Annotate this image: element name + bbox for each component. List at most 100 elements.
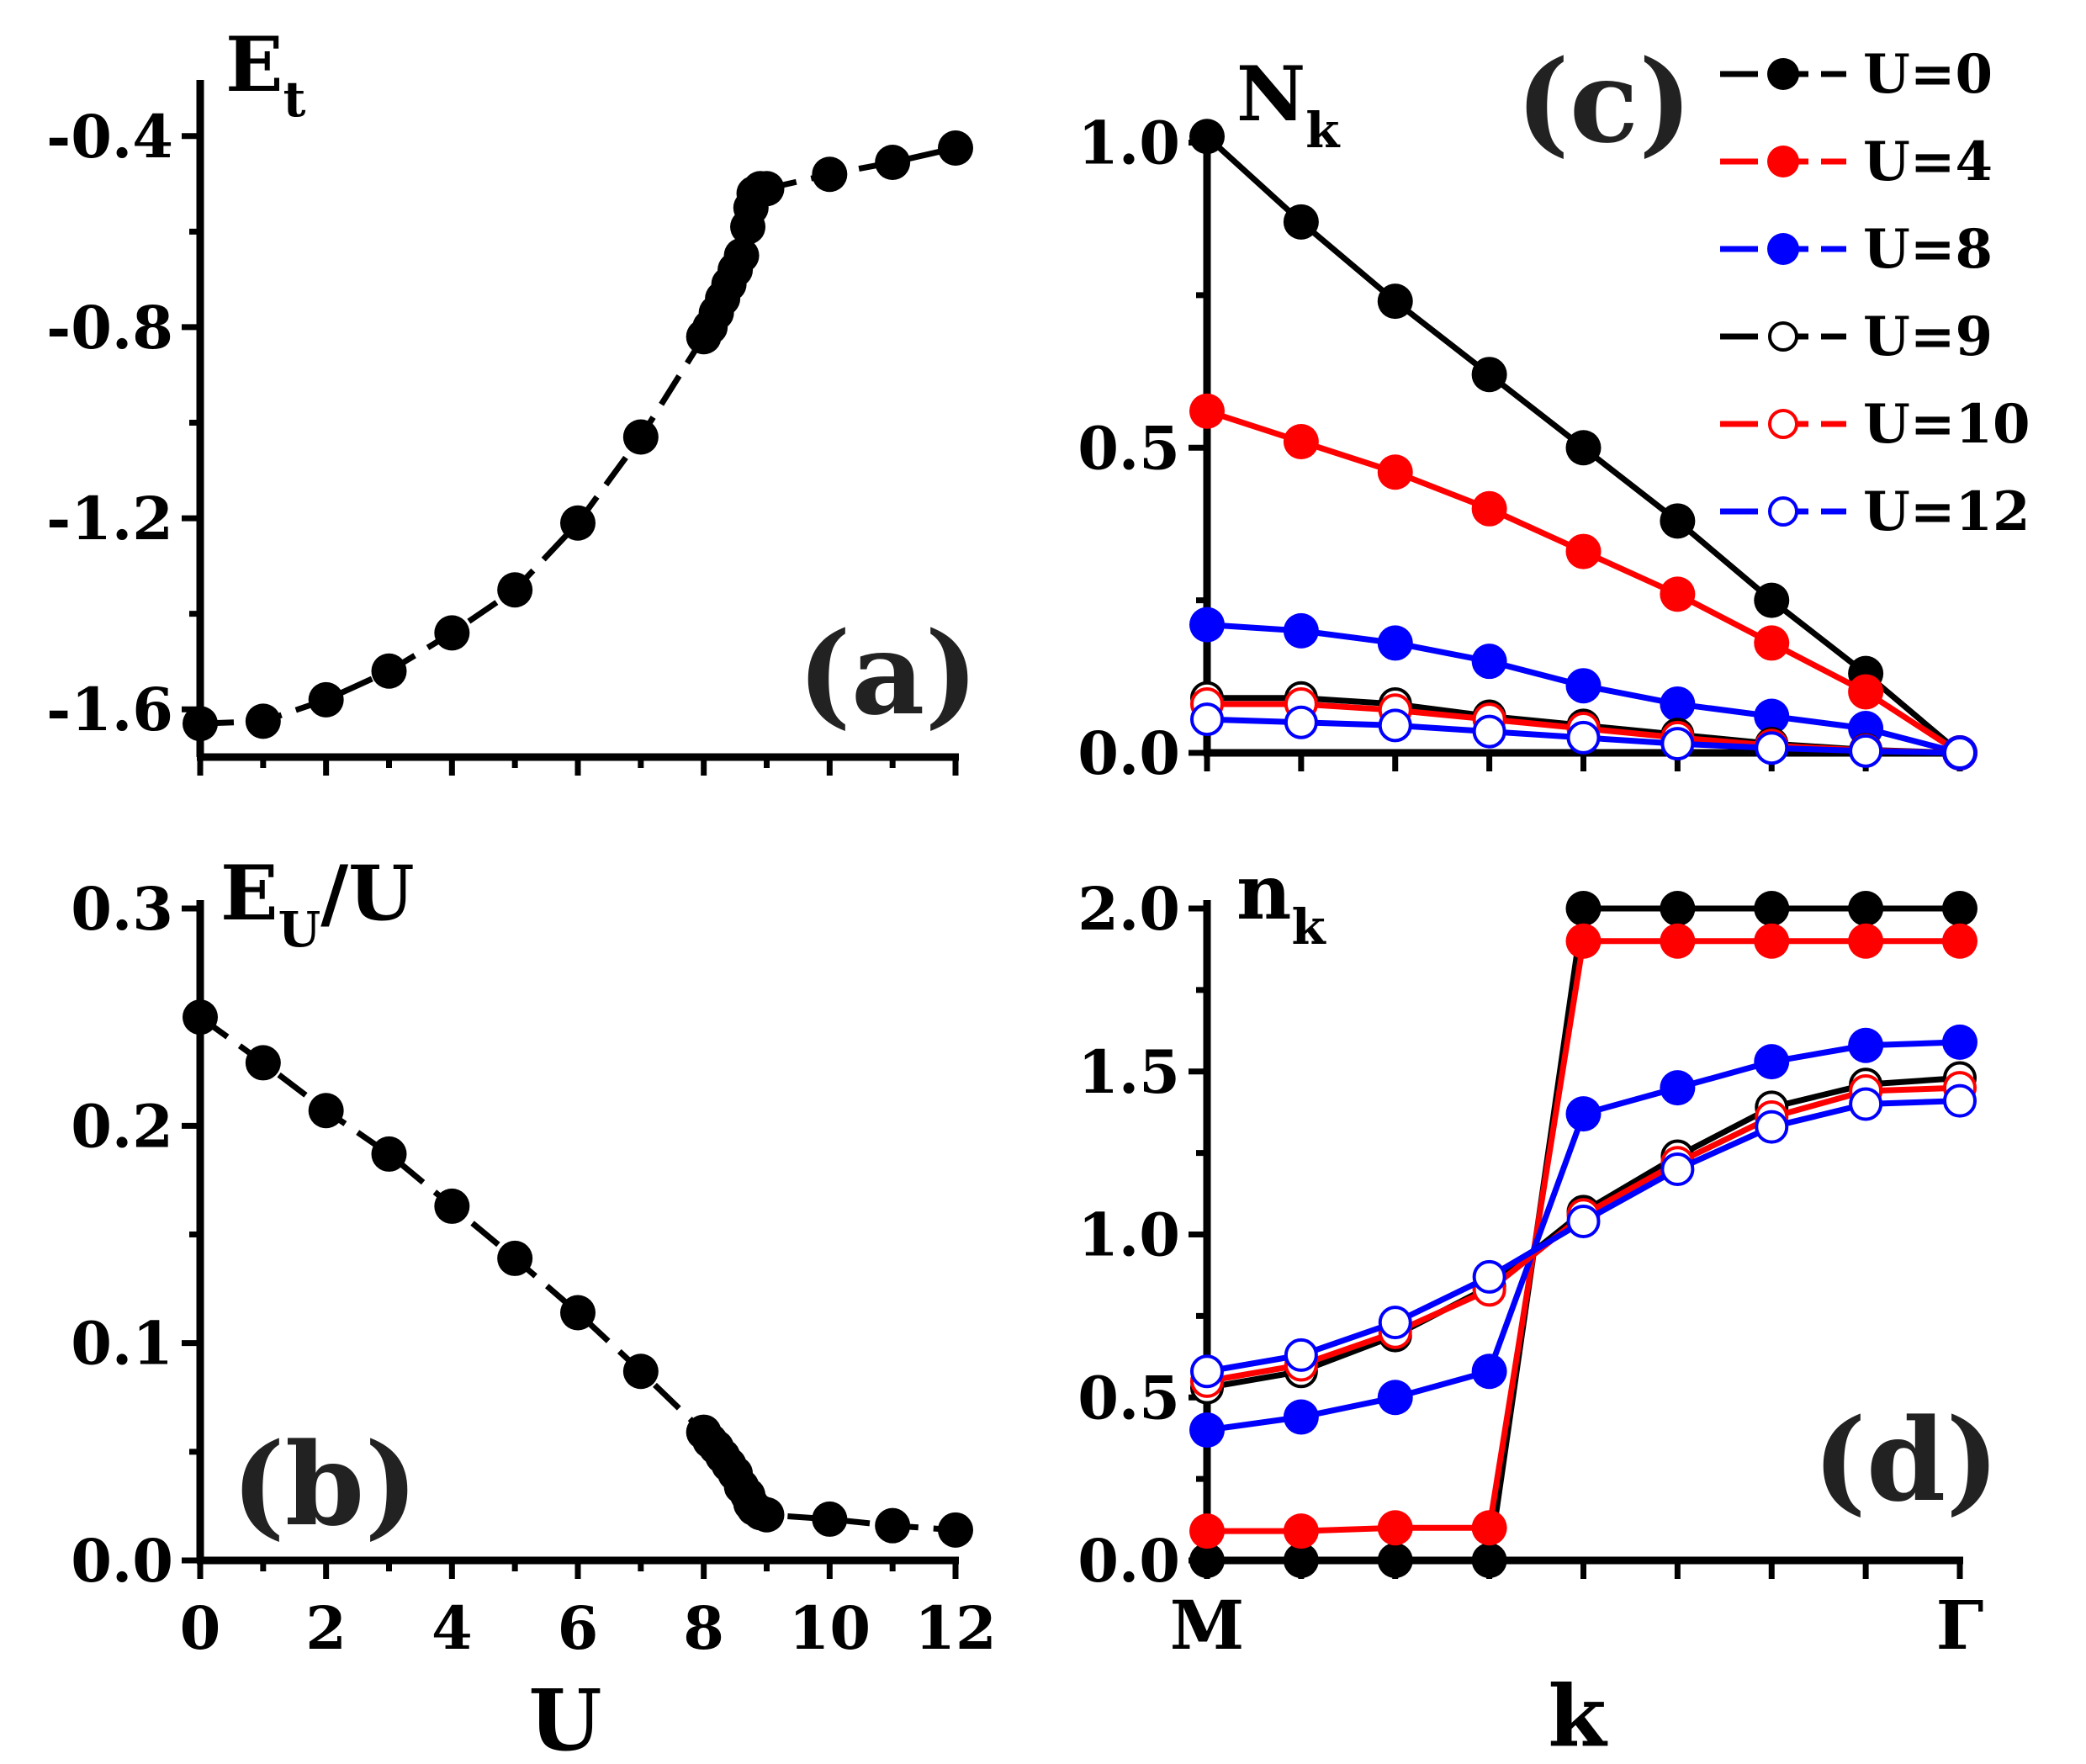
panel-d-series-u-4-point xyxy=(1189,1513,1225,1549)
panel-d-plot: 2.0 1.5 1.0 0.5 0.0M Γ xyxy=(1077,874,1983,1665)
panel-d-ylabel-main: n xyxy=(1236,848,1291,937)
panel-a-label: (a) xyxy=(797,607,978,740)
panel-b-ylabel: EU/U xyxy=(220,849,415,958)
legend-marker xyxy=(1767,58,1799,90)
panel-b-series-e-u-u-point xyxy=(371,1136,407,1172)
legend-label: U=10 xyxy=(1863,393,2030,456)
panel-a-series-e-t-point xyxy=(812,156,848,193)
panel-c-series-u-12-point xyxy=(1190,702,1224,737)
panel-c-series-u-0-point xyxy=(1754,582,1790,618)
panel-a-ytick-label: -1.2 xyxy=(46,484,173,554)
panel-b-ytick-label: 0.0 xyxy=(71,1526,173,1596)
panel-a-ylabel-sub: t xyxy=(283,71,306,128)
panel-b-series-e-u-u-point xyxy=(497,1240,533,1276)
panel-d-series-u-12-point xyxy=(1660,1152,1695,1186)
panel-c-series-u-0-point xyxy=(1377,283,1413,320)
panel-d-series-u-4-point xyxy=(1848,923,1884,959)
panel-d-ytick-label: 0.5 xyxy=(1077,1363,1180,1433)
panel-c-ylabel-main: N xyxy=(1236,50,1305,139)
panel-b-xtick-label: 8 xyxy=(683,1593,724,1663)
panel-b-series-e-u-u-point xyxy=(245,1045,281,1081)
legend-label: U=8 xyxy=(1863,218,1993,281)
panel-c-series-u-4-point xyxy=(1660,576,1696,612)
panel-c-series-u-4-point xyxy=(1377,454,1413,490)
panel-a-series-e-t-point xyxy=(245,703,281,739)
panel-c-series-u-12-point xyxy=(1284,705,1318,739)
panel-d-series-u-8-point xyxy=(1377,1380,1413,1416)
panel-c-series-u-4-point xyxy=(1848,674,1884,710)
panel-c-series-u-0-point xyxy=(1565,430,1602,466)
panel-c-series-u-12-point xyxy=(1755,731,1789,765)
panel-c-series-u-8-point xyxy=(1660,686,1696,722)
panel-c-series-u-0-point xyxy=(1471,357,1507,393)
panel-b-xtick-label: 0 xyxy=(180,1593,221,1663)
panel-d-series-u-12-point xyxy=(1566,1205,1601,1238)
panel-d-series-u-12-point xyxy=(1284,1338,1318,1372)
panel-c-ytick-label: 0.0 xyxy=(1077,718,1180,788)
legend-marker xyxy=(1768,409,1798,439)
panel-b-xtick-label: 4 xyxy=(431,1593,473,1663)
panel-b-xtick-label: 2 xyxy=(305,1593,347,1663)
panel-d-series-u-4-point xyxy=(1754,923,1790,959)
panel-b-series-e-u-u-point xyxy=(183,999,218,1036)
panel-b-series-e-u-u-point xyxy=(560,1295,596,1331)
legend-label: U=12 xyxy=(1863,480,2030,543)
panel-d-xlabel: k xyxy=(1548,1666,1607,1764)
legend: U=0 U=4 U=8 U=9 U=10 U=12 xyxy=(1720,43,2030,543)
panel-d-series-u-0-point xyxy=(1471,1543,1507,1578)
panel-c-series-u-4-point xyxy=(1189,393,1225,429)
panel-c-series-u-4-point xyxy=(1471,490,1507,527)
panel-d-xtick-label-M: M xyxy=(1170,1586,1245,1665)
panel-b-series-e-u-u-point xyxy=(938,1512,973,1548)
panel-c-series-u-12-point xyxy=(1566,720,1601,755)
panel-c-series-u-12-point xyxy=(1378,708,1412,743)
panel-c-series-u-8-point xyxy=(1377,625,1413,661)
panel-d-series-u-12-point xyxy=(1190,1354,1224,1389)
legend-marker xyxy=(1767,233,1799,265)
panel-c-series-u-8-point xyxy=(1471,644,1507,680)
panel-d-ytick-label: 2.0 xyxy=(1077,874,1180,944)
panel-d-series-u-12-point xyxy=(1378,1306,1412,1340)
panel-c-ylabel-sub: k xyxy=(1305,102,1341,159)
panel-d-series-u-0-point xyxy=(1848,891,1884,926)
panel-d-series-u-4-point xyxy=(1377,1510,1413,1546)
panel-b-plot: 0.3 0.2 0.1 0.00 2 4 6 8 10 12 xyxy=(71,874,997,1663)
panel-c-series-u-0-point xyxy=(1189,119,1225,155)
panel-a-series-e-t-point xyxy=(938,130,973,166)
panel-d-series-u-4-point xyxy=(1283,1513,1319,1549)
panel-b-series-e-u-u-point xyxy=(812,1501,848,1537)
legend-marker xyxy=(1767,146,1799,177)
panel-b-ylabel-sub: U xyxy=(278,901,321,958)
panel-d-label: (d) xyxy=(1813,1393,1999,1527)
panel-a-series-e-t-point xyxy=(875,145,911,181)
panel-c-series-u-8-point xyxy=(1565,668,1602,704)
panel-a-series-e-t-point xyxy=(723,237,760,273)
legend-label: U=4 xyxy=(1863,130,1993,193)
panel-d-series-u-12-point xyxy=(1755,1110,1789,1144)
panel-b-ytick-label: 0.1 xyxy=(71,1309,173,1379)
panel-d-series-u-0-point xyxy=(1189,1543,1225,1578)
panel-d-series-u-8-point xyxy=(1754,1044,1790,1080)
panel-d-series-u-0-point xyxy=(1565,891,1602,926)
panel-d-series-u-12-point xyxy=(1472,1259,1506,1294)
panel-a-ytick-label: -0.8 xyxy=(46,293,173,363)
panel-d-ylabel: nk xyxy=(1236,848,1326,956)
panel-d-series-u-4-point xyxy=(1660,923,1696,959)
panel-c-label: (c) xyxy=(1516,34,1692,168)
panel-a-plot: -0.4 -0.8 -1.2 -1.6 xyxy=(46,80,973,776)
panel-d-ytick-label: 1.5 xyxy=(1077,1037,1180,1107)
panel-b-series-e-u-u-point xyxy=(622,1353,659,1390)
panel-d-ytick-label: 0.0 xyxy=(1077,1526,1180,1596)
panel-a-series-e-t-point xyxy=(560,505,596,541)
panel-b-series-e-u-u-point xyxy=(308,1093,344,1129)
panel-c-ylabel: Nk xyxy=(1236,50,1341,159)
panel-a-ylabel-main: E xyxy=(225,20,283,109)
panel-c-series-u-4-point xyxy=(1565,533,1602,569)
panel-a-series-e-t-point xyxy=(434,615,470,651)
panel-d-series-u-0-point xyxy=(1660,891,1696,926)
panel-d-series-u-0-point xyxy=(1377,1543,1413,1578)
panel-b-xlabel: U xyxy=(528,1671,601,1764)
panel-d-series-u-0-point xyxy=(1942,891,1977,926)
panel-c-series-u-12-point xyxy=(1849,734,1883,768)
